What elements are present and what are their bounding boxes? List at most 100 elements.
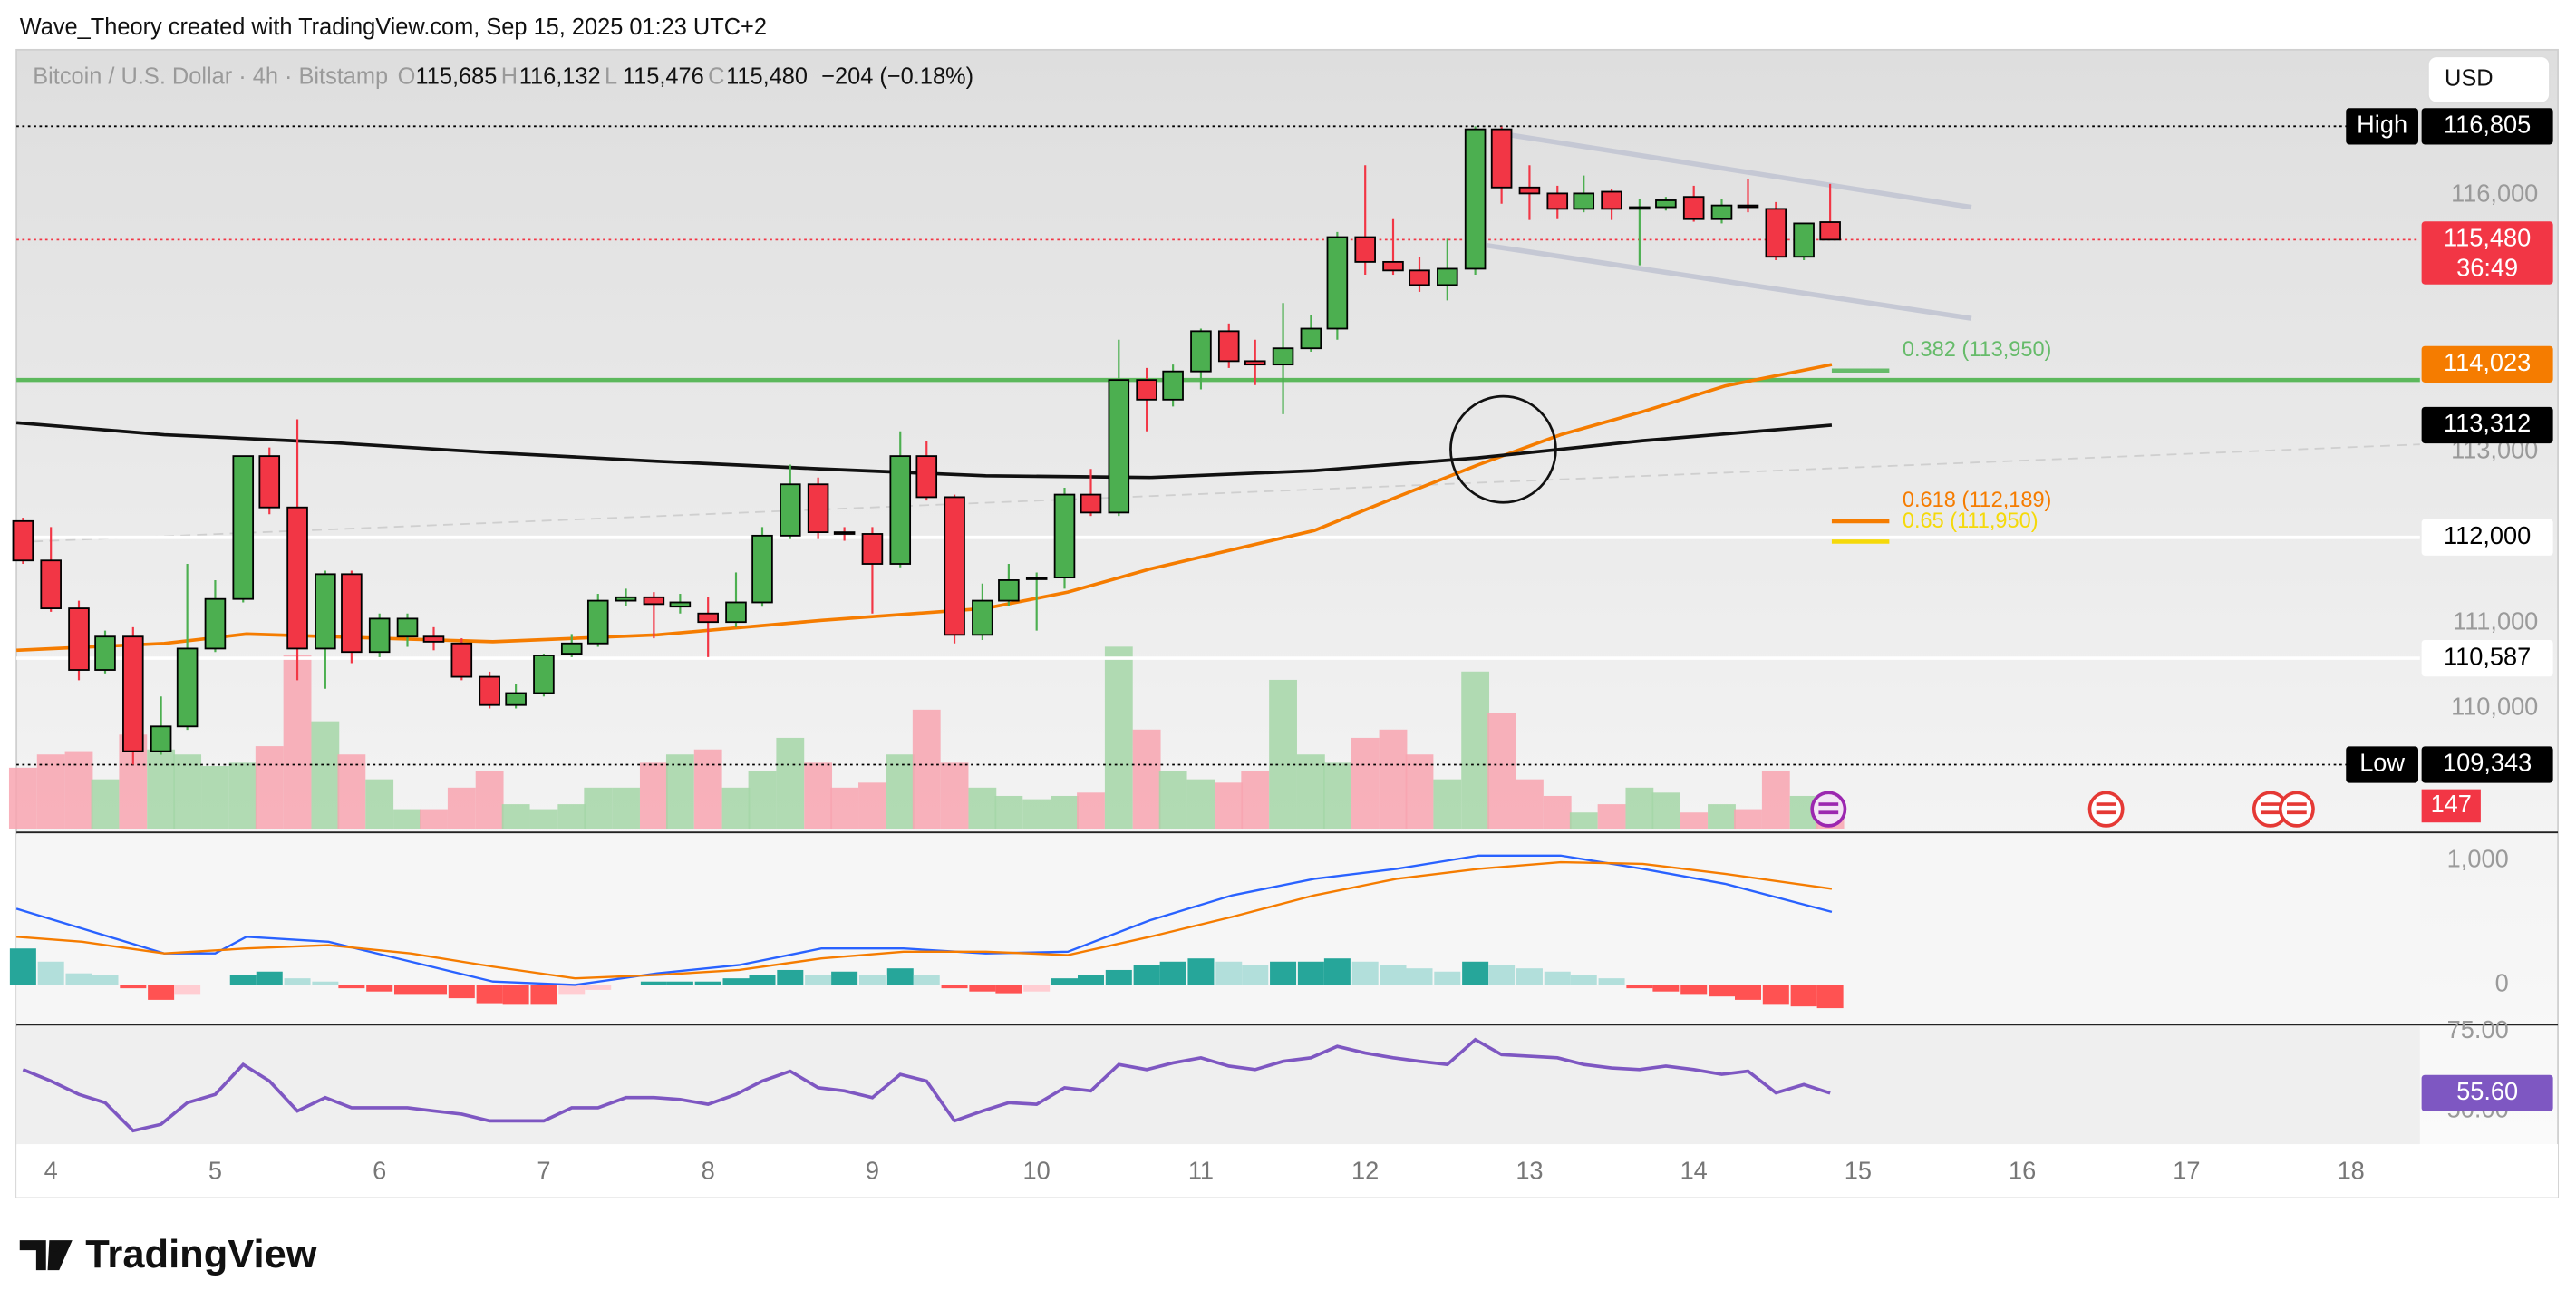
candle-body — [1573, 192, 1595, 210]
candle-body — [1490, 128, 1513, 189]
volume-bar — [776, 737, 805, 829]
price-tag: High — [2357, 110, 2407, 138]
macd-histogram-bar — [777, 969, 804, 985]
volume-bar — [1487, 713, 1516, 829]
volume-bar — [147, 749, 176, 829]
macd-histogram-bar — [394, 985, 421, 995]
volume-bar — [365, 779, 394, 829]
candle-body — [1819, 221, 1841, 241]
candle-body — [1354, 236, 1376, 263]
macd-histogram-bar — [1270, 961, 1297, 985]
candle-body — [998, 579, 1020, 602]
x-tick-label: 4 — [44, 1156, 58, 1184]
volume-bar — [228, 762, 257, 829]
volume-bar — [1296, 754, 1325, 829]
macd-histogram-bar — [694, 981, 721, 985]
price-label: 110,587 — [2444, 642, 2531, 670]
x-tick-label: 9 — [866, 1156, 879, 1184]
macd-histogram-bar — [92, 975, 119, 985]
volume-bar — [1461, 671, 1490, 829]
candle-body — [697, 612, 719, 624]
macd-histogram-bar — [65, 973, 92, 985]
volume-bar — [804, 762, 833, 829]
volume-bar — [1215, 782, 1244, 829]
price-label-box — [2421, 345, 2553, 383]
candle-body — [94, 635, 116, 671]
currency-button[interactable] — [2426, 55, 2551, 104]
macd-histogram-bar — [530, 985, 557, 1005]
macd-histogram-bar — [312, 981, 339, 985]
macd-histogram-bar — [1078, 975, 1104, 985]
macd-histogram-bar — [476, 985, 503, 1004]
y-tick-label: 110,000 — [2451, 693, 2538, 721]
macd-histogram-bar — [749, 975, 776, 985]
macd-histogram-bar — [1380, 965, 1407, 985]
candle-body — [286, 506, 308, 650]
volume-bar — [283, 655, 312, 829]
macd-histogram-bar — [805, 975, 832, 985]
x-tick-label: 16 — [2009, 1156, 2036, 1184]
price-tag: Low — [2359, 749, 2405, 777]
macd-histogram-bar — [1816, 985, 1844, 1009]
legend-key: O — [398, 64, 416, 90]
volume-bar — [1322, 762, 1351, 829]
macd-histogram-bar — [585, 985, 612, 990]
candle-body — [505, 692, 527, 706]
macd-histogram-bar — [886, 968, 914, 985]
volume-bar — [557, 804, 586, 829]
price-label: 116,805 — [2444, 110, 2531, 138]
candle-body — [1464, 128, 1487, 270]
volume-bar — [968, 787, 997, 829]
candle-body — [422, 635, 445, 643]
macd-histogram-bar — [558, 985, 586, 995]
y-tick-label: 111,000 — [2453, 606, 2538, 635]
legend-key: L — [605, 64, 617, 90]
macd-pane — [16, 834, 2420, 1024]
macd-histogram-bar — [969, 985, 996, 992]
volume-bar — [1158, 771, 1187, 829]
macd-histogram-bar — [913, 975, 940, 985]
candle-body — [1629, 206, 1651, 210]
macd-histogram-bar — [1406, 968, 1433, 985]
macd-histogram-bar — [1351, 961, 1379, 985]
candle-body — [204, 597, 227, 650]
candle-body — [68, 607, 90, 671]
candle-body — [122, 635, 144, 752]
candle-body — [368, 617, 391, 654]
x-tick-label: 15 — [1845, 1156, 1872, 1184]
volume-bar — [1625, 787, 1654, 829]
macd-histogram-bar — [666, 981, 693, 985]
candle-body — [751, 534, 773, 604]
volume-bar — [1680, 812, 1709, 829]
candle-body — [1518, 186, 1541, 195]
macd-histogram-bar — [1680, 985, 1708, 995]
x-tick-label: 17 — [2173, 1156, 2200, 1184]
macd-histogram-bar — [1133, 965, 1160, 985]
volume-bar — [994, 795, 1023, 829]
volume-bar — [940, 762, 969, 829]
event-icon — [1810, 791, 1847, 828]
macd-histogram-bar — [1462, 961, 1489, 985]
macd-line — [15, 854, 1833, 986]
volume-bar — [1761, 771, 1790, 829]
candle-body — [396, 617, 419, 638]
volume-bar — [830, 787, 859, 829]
price-label: 114,023 — [2444, 348, 2531, 376]
candle-body — [1300, 327, 1322, 350]
candle-body — [1765, 208, 1787, 258]
event-icon-mark — [2096, 802, 2116, 815]
macd-histogram-bar — [9, 948, 36, 985]
volume-bar — [1569, 812, 1598, 829]
fib-label: 0.618 (112,189) — [1903, 489, 2052, 512]
volume-bar — [1022, 799, 1051, 829]
volume-bar — [1379, 729, 1408, 829]
event-icon-mark — [2287, 802, 2307, 815]
rsi-label: 55.60 — [2456, 1077, 2518, 1105]
candle-body — [615, 596, 637, 602]
candle-body — [450, 642, 473, 678]
candle-body — [1682, 196, 1705, 220]
currency[interactable]: USD — [2445, 65, 2494, 91]
annotation-circle — [1449, 394, 1557, 504]
macd-histogram-bar — [284, 978, 311, 985]
symbol-title: Bitcoin / U.S. Dollar · 4h · Bitstamp — [33, 64, 388, 90]
